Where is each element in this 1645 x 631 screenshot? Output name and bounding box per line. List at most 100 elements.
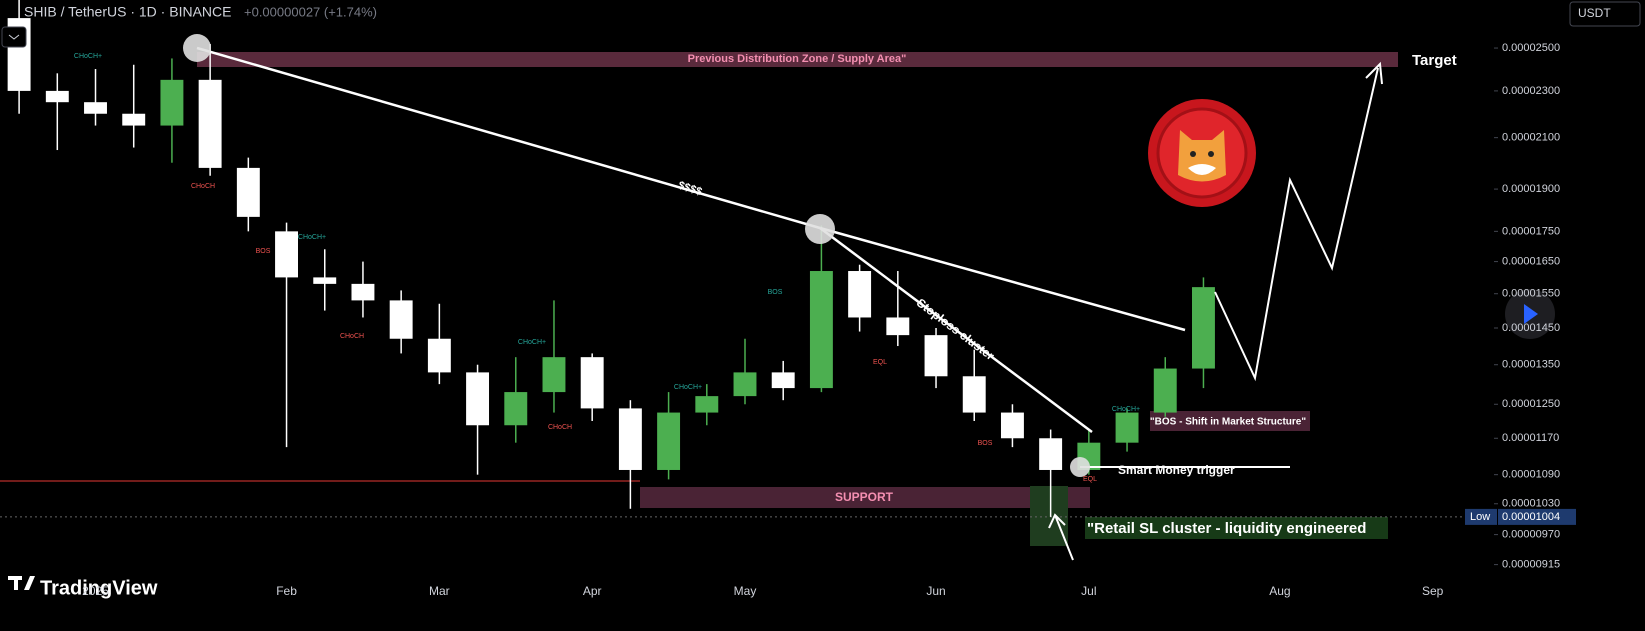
x-tick-label: Apr <box>583 584 602 598</box>
y-tick-label: 0.00001030 <box>1502 498 1560 510</box>
candle-body <box>695 396 719 413</box>
candle-body <box>275 231 298 278</box>
play-icon <box>1524 304 1538 324</box>
y-tick-label: 0.00001450 <box>1502 322 1560 334</box>
smc-label: CHoCH <box>548 424 572 431</box>
candle-body <box>236 167 260 217</box>
smc-label: CHoCH+ <box>298 234 326 241</box>
liquidity-zone <box>1030 486 1068 546</box>
annotation: $$$$ <box>677 179 704 198</box>
trendline <box>196 46 821 230</box>
y-tick-label: 0.00001090 <box>1502 469 1560 481</box>
candle-body <box>504 392 528 426</box>
low-text: Low <box>1470 511 1490 523</box>
pivot <box>805 214 835 244</box>
chevron <box>8 34 20 40</box>
x-tick-label: Jul <box>1081 584 1096 598</box>
low-tag <box>1465 508 1497 525</box>
y-tick-label: 0.00001250 <box>1502 398 1560 410</box>
pivot <box>1070 457 1090 477</box>
candle-body <box>848 271 872 318</box>
candle-body <box>389 300 413 339</box>
candle-body <box>45 90 69 103</box>
candle-body <box>542 357 566 393</box>
candle-body <box>313 277 337 284</box>
x-tick-label: Aug <box>1269 584 1290 598</box>
candle-body <box>809 271 833 389</box>
y-tick-label: 0.00002300 <box>1502 85 1560 97</box>
collapse-button[interactable] <box>1 26 27 48</box>
y-tick-label: 0.00000915 <box>1502 559 1560 571</box>
y-tick-label: 0.00001750 <box>1502 225 1560 237</box>
candle-body <box>618 408 642 470</box>
smc-label: CHoCH+ <box>518 339 546 346</box>
smc-label: EQL <box>1083 476 1097 483</box>
chart-title: SHIB / TetherUS · 1D · BINANCE <box>24 4 231 20</box>
plot <box>0 0 1490 561</box>
supply-zone <box>197 52 1398 67</box>
candle-body <box>886 317 910 336</box>
candle-body <box>657 412 681 470</box>
arrow-head <box>1365 61 1383 85</box>
annotation: "Retail SL cluster - liquidity engineere… <box>1087 520 1366 537</box>
smc-label: BOS <box>256 248 271 255</box>
smc-label: CHoCH+ <box>1112 406 1140 413</box>
y-tick-label: 0.00001170 <box>1502 432 1559 444</box>
candle-body <box>351 283 375 301</box>
smc-label: CHoCH+ <box>674 384 702 391</box>
brand-name: TradingView <box>40 577 158 599</box>
projection <box>1214 67 1379 382</box>
candle-body <box>1000 412 1024 439</box>
y-tick-label: 0.00000970 <box>1502 529 1560 541</box>
annotation: Target <box>1412 52 1457 69</box>
annotation: Previous Distribution Zone / Supply Area… <box>688 53 907 65</box>
x-tick-label: 2025 <box>82 584 109 598</box>
price-change: +0.00000027 (+1.74%) <box>244 4 377 19</box>
candle-body <box>962 376 986 413</box>
candle-body <box>198 79 222 168</box>
y-tick-label: 0.00001650 <box>1502 255 1560 267</box>
arrow-up <box>1048 513 1074 561</box>
annotation: Smart Money trigger <box>1118 463 1235 477</box>
x-tick-label: Jun <box>926 584 945 598</box>
brand: TradingView <box>8 576 158 599</box>
candle-body <box>733 372 757 397</box>
trendline <box>819 227 1093 433</box>
candle-body <box>84 102 107 114</box>
support-zone <box>640 487 1090 508</box>
retail-zone <box>1085 517 1388 539</box>
candle-body <box>466 372 490 426</box>
low-price: 0.00001004 <box>1502 511 1560 523</box>
candle-body <box>1153 368 1177 413</box>
candle-body <box>160 79 184 126</box>
candle-body <box>1192 287 1215 369</box>
y-tick-label: 0.00002100 <box>1502 132 1560 144</box>
annotation: SUPPORT <box>835 490 894 504</box>
smc-label: BOS <box>978 440 993 447</box>
y-tick-label: 0.00001350 <box>1502 359 1560 371</box>
y-tick-label: 0.00002500 <box>1502 42 1560 54</box>
candle-body <box>924 335 948 377</box>
candle-body <box>427 338 451 373</box>
currency: USDT <box>1578 6 1611 20</box>
currency-box[interactable] <box>1569 1 1641 27</box>
y-tick-label: 0.00001550 <box>1502 288 1560 300</box>
low-price-tag <box>1498 508 1576 525</box>
bos-zone <box>1150 411 1310 431</box>
candle-body <box>122 113 146 126</box>
pivot <box>183 34 211 62</box>
candle-body <box>1115 412 1139 443</box>
shib-logo <box>1148 99 1256 207</box>
smc-label: CHoCH <box>340 333 364 340</box>
candle-body <box>1039 438 1063 470</box>
candle-body <box>771 372 795 389</box>
smc-label: CHoCH <box>191 183 215 190</box>
smc-label: BOS <box>768 289 783 296</box>
y-tick-label: 0.00001900 <box>1502 183 1560 195</box>
candle-body <box>580 357 604 409</box>
smc-label: CHoCH+ <box>74 53 102 60</box>
annotation: "BOS - Shift in Market Structure" <box>1150 417 1306 428</box>
x-tick-label: Sep <box>1422 584 1444 598</box>
